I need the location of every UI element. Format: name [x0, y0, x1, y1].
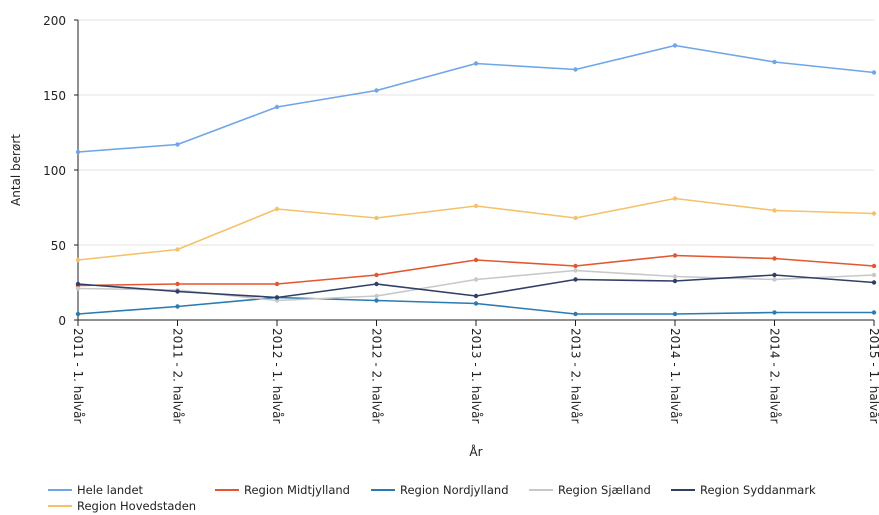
x-tick-label: 2015 - 1. halvår	[867, 328, 879, 424]
data-point	[175, 304, 180, 309]
data-point	[473, 301, 479, 306]
data-point	[871, 280, 877, 285]
data-point	[75, 311, 81, 317]
x-tick-label: 2014 - 2. halvår	[768, 328, 782, 424]
data-point	[772, 272, 777, 278]
data-point	[672, 278, 678, 284]
data-point	[473, 61, 479, 66]
data-point	[473, 257, 479, 263]
x-tick-label: 2012 - 1. halvår	[270, 328, 284, 424]
data-point	[672, 311, 678, 317]
legend-item[interactable]: Region Sjælland	[529, 483, 651, 497]
y-tick-label: 50	[51, 239, 66, 253]
data-point	[772, 277, 777, 282]
data-point	[175, 247, 180, 252]
y-axis-title: Antal berørt	[9, 134, 23, 206]
data-point	[274, 295, 280, 300]
legend-item[interactable]: Hele landet	[48, 483, 144, 497]
data-point	[772, 256, 777, 261]
data-point	[374, 272, 379, 278]
legend-label: Region Syddanmark	[700, 483, 816, 497]
data-point	[772, 59, 777, 65]
x-axis-title: År	[469, 444, 482, 459]
data-point	[871, 263, 877, 269]
y-tick-label: 200	[43, 14, 66, 28]
data-point	[274, 104, 280, 110]
data-point	[573, 215, 578, 221]
data-point	[871, 70, 877, 75]
data-point	[274, 206, 280, 212]
gridlines	[78, 19, 874, 246]
data-point	[672, 43, 678, 48]
data-point	[374, 88, 379, 93]
data-point	[573, 67, 578, 72]
x-tick-label: 2012 - 2. halvår	[370, 328, 384, 424]
data-point	[75, 281, 81, 287]
x-tick-label: 2011 - 1. halvår	[71, 328, 85, 424]
x-tick-label: 2013 - 2. halvår	[569, 328, 583, 424]
y-tick-label: 100	[43, 164, 66, 178]
legend-item[interactable]: Region Midtjylland	[215, 483, 350, 497]
data-point	[75, 286, 81, 291]
data-point	[672, 274, 678, 279]
data-point	[573, 268, 578, 273]
legend-label: Region Sjælland	[558, 483, 651, 497]
data-point	[871, 310, 877, 315]
data-point	[672, 253, 678, 258]
data-point	[374, 215, 379, 221]
data-point	[871, 272, 877, 278]
data-point	[573, 277, 578, 282]
data-point	[573, 263, 578, 269]
legend-item[interactable]: Region Hovedstaden	[48, 499, 196, 513]
y-tick-label: 0	[58, 314, 66, 328]
data-point	[175, 142, 180, 147]
legend: Hele landet Region Hovedstaden Region Midt…	[48, 483, 816, 513]
data-point	[175, 281, 180, 287]
data-point	[274, 281, 280, 287]
y-tick-label: 150	[43, 89, 66, 103]
data-point	[75, 257, 81, 263]
data-point	[672, 196, 678, 201]
data-point	[772, 208, 777, 213]
data-point	[75, 149, 81, 155]
data-point	[175, 289, 180, 294]
series-line	[77, 296, 874, 315]
x-tick-label: 2013 - 1. halvår	[469, 328, 483, 424]
legend-label: Region Midtjylland	[244, 483, 350, 497]
data-point	[374, 293, 379, 299]
legend-item[interactable]: Region Nordjylland	[371, 483, 509, 497]
legend-label: Hele landet	[77, 483, 144, 497]
data-point	[473, 277, 479, 282]
data-point	[573, 311, 578, 317]
axes: 0 50 100 150 200 2011 - 1. halvår 2011 - 2. ha…	[43, 14, 879, 424]
data-point	[374, 281, 379, 287]
data-point	[374, 298, 379, 303]
legend-label: Region Nordjylland	[400, 483, 509, 497]
data-point	[871, 211, 877, 216]
legend-item[interactable]: Region Syddanmark	[671, 483, 816, 497]
data-point	[772, 310, 777, 315]
x-tick-label: 2011 - 2. halvår	[171, 328, 185, 424]
data-point	[473, 203, 479, 209]
legend-label: Region Hovedstaden	[77, 499, 196, 513]
data-point	[473, 293, 479, 299]
series-lines	[75, 43, 877, 317]
x-tick-label: 2014 - 1. halvår	[668, 328, 682, 424]
